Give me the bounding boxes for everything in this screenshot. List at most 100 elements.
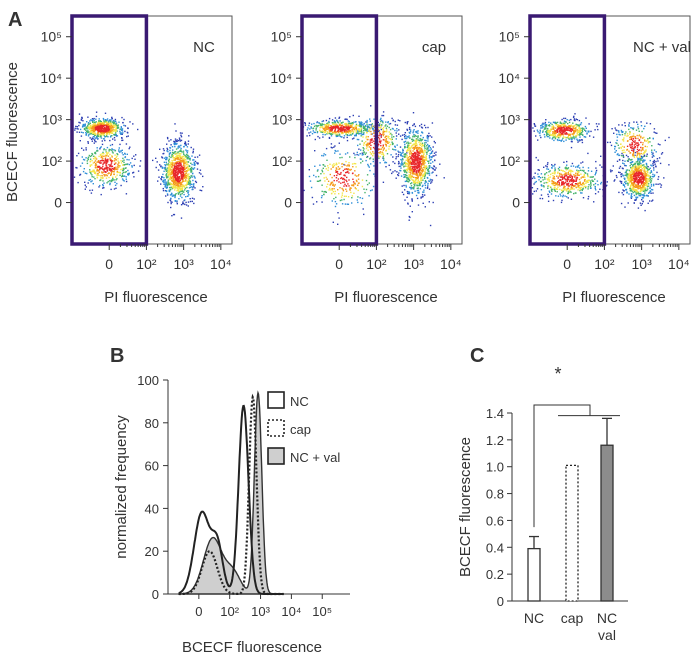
data-point (182, 180, 184, 182)
data-point (416, 130, 418, 133)
data-point (315, 129, 317, 131)
data-point (410, 168, 412, 170)
data-point (590, 184, 592, 186)
data-point (647, 188, 649, 190)
data-point (566, 137, 568, 139)
data-point (119, 171, 121, 174)
data-point (340, 196, 343, 198)
data-point (358, 174, 360, 176)
data-point (111, 123, 113, 126)
data-point (356, 132, 358, 134)
data-point (643, 166, 645, 169)
data-point (395, 138, 397, 140)
data-point (107, 166, 109, 169)
data-point (646, 153, 648, 155)
data-point (329, 130, 332, 132)
data-point (168, 182, 170, 184)
data-point (328, 117, 331, 120)
data-point (99, 128, 101, 130)
data-point (433, 140, 435, 143)
data-point (369, 189, 372, 192)
data-point (87, 182, 89, 184)
data-point (117, 124, 119, 127)
data-point (381, 146, 384, 149)
data-point (420, 126, 423, 128)
data-point (94, 152, 97, 155)
data-point (89, 122, 91, 124)
data-point (580, 122, 583, 124)
data-point (349, 188, 351, 190)
data-point (418, 164, 420, 166)
data-point (539, 197, 541, 200)
data-point (91, 137, 94, 139)
data-point (184, 159, 187, 161)
data-point (417, 187, 419, 189)
data-point (430, 152, 433, 154)
data-point (364, 129, 366, 131)
data-point (113, 168, 115, 170)
data-point (175, 165, 177, 167)
data-point (188, 194, 190, 196)
data-point (106, 126, 109, 128)
data-point (103, 161, 106, 163)
data-point (651, 156, 654, 158)
data-point (105, 149, 107, 151)
data-point (640, 162, 642, 165)
data-point (637, 162, 640, 164)
data-point (614, 179, 616, 181)
data-point (341, 156, 343, 159)
data-point (367, 138, 369, 141)
data-point (85, 149, 87, 151)
data-point (325, 168, 327, 170)
data-point (336, 120, 339, 122)
data-point (537, 139, 539, 141)
data-point (182, 202, 184, 205)
data-point (190, 175, 192, 177)
data-point (404, 121, 406, 124)
data-point (109, 129, 111, 132)
data-point (373, 132, 375, 134)
data-point (587, 175, 589, 178)
data-point (426, 149, 428, 151)
data-point (414, 177, 417, 179)
data-point (101, 167, 103, 169)
data-point (116, 135, 119, 137)
data-point (84, 181, 86, 183)
data-point (170, 192, 173, 194)
data-point (355, 166, 357, 168)
data-point (588, 123, 590, 125)
data-point (416, 189, 419, 192)
data-point (378, 134, 380, 137)
data-point (382, 126, 385, 129)
data-point (610, 171, 612, 173)
data-point (170, 183, 172, 186)
data-point (113, 188, 116, 190)
data-point (322, 167, 324, 169)
data-point (582, 187, 584, 190)
data-point (652, 173, 654, 176)
data-point (422, 156, 424, 158)
data-point (111, 149, 113, 152)
data-point (540, 173, 543, 175)
data-point (621, 124, 623, 126)
data-point (178, 177, 180, 179)
data-point (403, 153, 405, 156)
data-point (420, 155, 422, 157)
data-point (102, 171, 104, 174)
data-point (96, 127, 98, 129)
data-point (395, 135, 398, 137)
data-point (185, 172, 187, 174)
panel-label-a: A (8, 9, 22, 31)
data-point (348, 165, 350, 167)
data-point (102, 160, 104, 162)
data-point (587, 188, 589, 190)
data-point (162, 189, 165, 192)
data-point (122, 157, 124, 160)
data-point (188, 182, 191, 184)
data-point (393, 136, 395, 138)
data-point (184, 180, 186, 182)
data-point (346, 139, 349, 142)
data-point (347, 130, 350, 133)
data-point (89, 169, 91, 171)
data-point (165, 173, 167, 176)
